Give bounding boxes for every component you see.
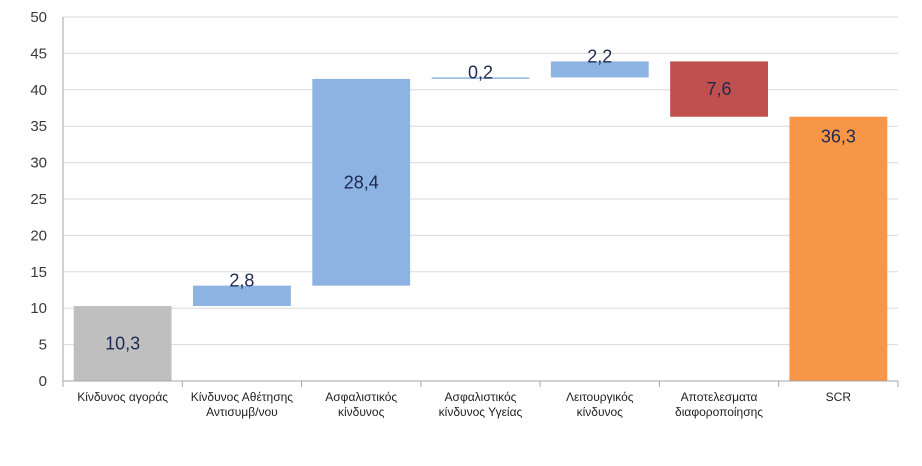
bar bbox=[550, 61, 649, 78]
x-category-label: Κίνδυνος Αθέτησης bbox=[191, 390, 294, 404]
data-labels: 10,3 2,8 28,4 0,2 2,2 7,6 36,3 bbox=[105, 46, 856, 353]
x-category-label: Λειτουργικός bbox=[566, 390, 634, 404]
data-label: 2,8 bbox=[229, 271, 254, 291]
x-category-label: SCR bbox=[826, 390, 852, 404]
data-label: 7,6 bbox=[707, 79, 732, 99]
y-tick-label: 5 bbox=[39, 337, 47, 354]
y-tick-label: 35 bbox=[30, 118, 47, 135]
x-category-label: Ασφαλιστικός bbox=[445, 390, 517, 404]
y-tick-label: 45 bbox=[30, 45, 47, 62]
bar bbox=[193, 285, 291, 307]
x-category-label: κίνδυνος Υγείας bbox=[439, 405, 523, 419]
data-label: 10,3 bbox=[105, 334, 140, 354]
data-label: 36,3 bbox=[821, 127, 856, 147]
bar bbox=[73, 306, 172, 381]
bar bbox=[670, 61, 768, 117]
x-category-label: Αντισυμβ/νου bbox=[206, 405, 278, 419]
x-category-label: διαφοροποίησης bbox=[675, 405, 763, 419]
bar bbox=[431, 77, 530, 79]
y-tick-label: 25 bbox=[30, 191, 47, 208]
bar bbox=[789, 116, 888, 382]
y-tick-label: 40 bbox=[30, 82, 47, 99]
data-label: 28,4 bbox=[344, 172, 379, 192]
y-tick-label: 10 bbox=[30, 300, 47, 317]
gridlines bbox=[63, 16, 898, 346]
x-category-label: Κίνδυνος αγοράς bbox=[77, 390, 168, 404]
x-category-label: Αποτελεσματα bbox=[681, 390, 758, 404]
bar bbox=[312, 78, 411, 286]
y-tick-label: 15 bbox=[30, 264, 47, 281]
y-tick-label: 0 bbox=[39, 373, 47, 390]
x-category-label: κίνδυνος bbox=[338, 405, 385, 419]
data-label: 2,2 bbox=[587, 46, 612, 66]
data-label: 0,2 bbox=[468, 62, 493, 82]
y-tick-label: 20 bbox=[30, 227, 47, 244]
y-tick-label: 50 bbox=[30, 9, 47, 26]
y-tick-label: 30 bbox=[30, 155, 47, 172]
x-category-label: κίνδυνος bbox=[577, 405, 624, 419]
x-category-label: Ασφαλιστικός bbox=[325, 390, 397, 404]
axes: 0 5 10 15 20 25 30 35 40 45 50 Κίνδυνος αγοράς Κίνδυ… bbox=[30, 9, 899, 419]
bars bbox=[73, 61, 888, 382]
